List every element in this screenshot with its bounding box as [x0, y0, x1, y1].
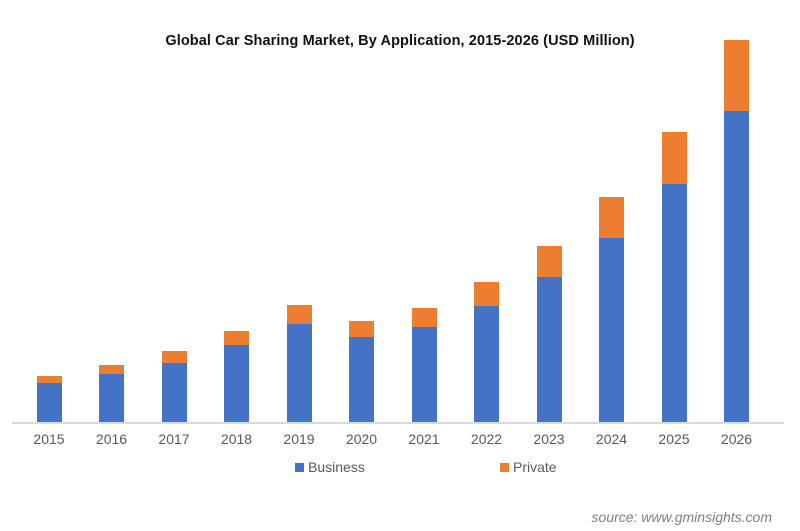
bar-segment-private-2019	[286, 305, 312, 324]
bar-segment-private-2025	[661, 132, 687, 184]
x-axis-line	[12, 422, 784, 424]
legend-item-private: Private	[500, 459, 557, 475]
bar-segment-business-2018	[224, 345, 249, 423]
bar-segment-business-2022	[474, 306, 499, 423]
x-tick-label: 2022	[470, 431, 503, 447]
bar-segment-private-2023	[536, 246, 562, 277]
bar-2015	[36, 376, 62, 423]
bar-2024	[599, 197, 624, 423]
bar-segment-business-2023	[536, 277, 562, 423]
bar-segment-business-2016	[99, 374, 124, 423]
x-tick-label: 2015	[33, 431, 65, 447]
legend-swatch-business	[295, 462, 304, 472]
bar-segment-business-2020	[349, 337, 374, 423]
x-tick-label: 2017	[158, 431, 190, 447]
x-tick-label: 2019	[283, 431, 315, 447]
bar-2026	[724, 40, 749, 423]
bar-2018	[224, 331, 249, 423]
bar-segment-business-2019	[286, 324, 312, 423]
bar-2021	[411, 308, 437, 423]
bar-2022	[474, 282, 499, 423]
chart-title: Global Car Sharing Market, By Applicatio…	[165, 33, 635, 49]
bar-2020	[349, 321, 374, 423]
bar-segment-private-2024	[599, 197, 624, 238]
legend-label-private: Private	[513, 459, 557, 475]
bar-segment-private-2022	[474, 282, 499, 306]
bar-segment-business-2025	[661, 184, 687, 423]
legend: Business Private	[0, 459, 800, 479]
bar-segment-business-2024	[599, 238, 624, 423]
bar-2023	[536, 246, 562, 423]
plot-area	[20, 40, 790, 423]
legend-swatch-private	[500, 462, 509, 472]
bar-2017	[161, 351, 187, 423]
bar-2019	[286, 305, 312, 423]
bar-segment-private-2017	[161, 351, 187, 363]
x-tick-label: 2024	[595, 431, 628, 447]
bar-segment-private-2016	[99, 365, 124, 374]
bar-segment-business-2026	[724, 111, 749, 423]
x-tick-label: 2020	[345, 431, 378, 447]
x-tick-label: 2021	[408, 431, 440, 447]
bar-segment-private-2026	[724, 40, 749, 111]
x-tick-label: 2023	[533, 431, 565, 447]
bar-2016	[99, 365, 124, 423]
legend-item-business: Business	[295, 459, 365, 475]
x-tick-label: 2025	[658, 431, 690, 447]
source-note: source: www.gminsights.com	[591, 509, 772, 525]
bar-2025	[661, 132, 687, 423]
legend-label-business: Business	[308, 459, 365, 475]
x-tick-label: 2026	[720, 431, 753, 447]
bar-segment-business-2017	[161, 363, 187, 423]
bar-segment-business-2021	[411, 327, 437, 423]
x-tick-label: 2016	[95, 431, 128, 447]
bar-segment-business-2015	[36, 383, 62, 423]
bar-segment-private-2021	[411, 308, 437, 327]
bar-segment-private-2018	[224, 331, 249, 345]
x-tick-label: 2018	[220, 431, 253, 447]
bar-segment-private-2020	[349, 321, 374, 337]
bar-segment-private-2015	[36, 376, 62, 383]
